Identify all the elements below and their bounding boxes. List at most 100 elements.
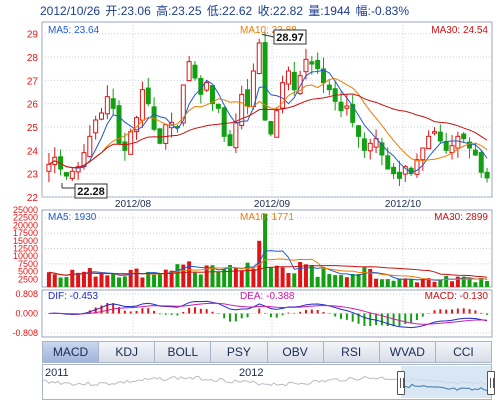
volume-bar [274,265,279,287]
volume-bar [450,281,455,287]
price-candle [344,105,350,109]
price-ma30-line [48,93,488,169]
price-candle [467,141,473,149]
price-candle [432,131,437,134]
tab-wvad[interactable]: WVAD [380,342,436,362]
volume-bar [485,281,490,287]
price-candle [356,125,362,137]
price-tick-label: 22 [27,193,39,204]
volume-bar [420,279,425,287]
volume-bar [339,275,344,287]
tab-rsi[interactable]: RSI [324,342,380,362]
price-candle [478,152,484,173]
max-price-flag: 28.97 [276,32,304,44]
price-candle [297,75,303,95]
volume-bar [122,276,127,287]
volume-bar [157,274,162,287]
price-candle [46,163,52,172]
volume-bar [81,271,86,287]
price-candle [426,135,432,150]
price-candle [204,82,210,91]
volume-bar [222,268,227,287]
price-candle [122,141,128,151]
navigator-left-handle[interactable] [397,371,405,395]
price-candle [309,61,315,65]
price-ma30-label: MA30: 24.54 [431,25,488,36]
tab-boll[interactable]: BOLL [155,342,212,362]
tab-macd[interactable]: MACD [43,342,100,362]
tab-cci[interactable]: CCI [453,345,474,359]
volume-bar [233,268,238,287]
tab-kdj[interactable]: KDJ [99,342,156,362]
volume-bar [315,276,320,287]
volume-bar [228,265,233,287]
quote-close: 收:22.82 [257,4,303,18]
volume-bar [239,270,244,287]
volume-bar [461,276,466,287]
price-candle [192,64,198,79]
volume-bar [93,276,98,287]
quote-date: 2012/10/26 [40,4,101,18]
price-candle [75,166,81,173]
stock-chart[interactable]: 29 28 27 26 25 24 23 22 2012/08 2012/09 2012/10 MA5… [0,0,502,342]
price-candle [87,135,93,158]
price-candle [116,105,122,144]
volume-bar [117,277,122,287]
volume-ma5-line [48,250,488,281]
navigator-selection[interactable] [401,366,491,398]
navigator-right-handle[interactable] [487,371,495,395]
volume-bar [76,272,81,287]
price-candle [233,121,239,149]
quote-low: 低:22.62 [206,4,253,18]
volume-bar [391,280,396,287]
price-tick-label: 25 [27,123,39,134]
volume-bar [432,281,437,287]
volume-ma5-label: MA5: 1930 [48,212,97,223]
volume-bar [58,277,63,287]
volume-bar [251,268,256,287]
volume-ma10-label: MA10: 1771 [240,212,294,223]
price-ma10-label: MA10: 23.88 [240,25,297,36]
volume-bar [309,265,314,287]
tab-psy[interactable]: PSY [211,342,268,362]
volume-bar [268,267,273,287]
macd-tick-label: 0.000 [15,309,38,319]
volume-bar [426,278,431,287]
min-price-flag: 22.28 [77,186,105,198]
macd-tick-label: 0.808 [15,289,38,299]
tab-obv[interactable]: OBV [268,342,324,362]
volume-bar [280,267,285,287]
macd-dea-line [48,302,488,325]
price-candle [69,170,75,179]
volume-bar [204,265,209,287]
volume-bar [263,213,268,287]
volume-tick-label: 10000 [13,251,38,261]
volume-bar [286,272,291,287]
volume-bar [181,264,186,287]
price-candle [139,89,145,121]
volume-bar [192,272,197,287]
volume-bar [146,271,151,287]
volume-bar [333,275,338,287]
price-candle [472,149,478,156]
quote-header: 2012/10/26 开:23.06 高:23.25 低:22.62 收:22.… [40,2,411,19]
price-candle [350,104,356,123]
volume-bar [163,269,168,287]
macd-dea-label: DEA: -0.388 [240,291,295,302]
volume-tick-label: 20000 [13,220,38,230]
quote-change: 幅:-0.83% [355,4,410,18]
range-navigator[interactable]: 2011 2012 [42,364,495,400]
volume-bar [379,279,384,287]
price-candle [99,112,104,120]
volume-ma30-label: MA30: 2899 [434,212,488,223]
navigator-year-2012: 2012 [239,367,264,379]
volume-bar [350,273,355,287]
price-candle [321,68,326,84]
price-candle [367,142,373,152]
quote-open: 开:23.06 [105,4,151,18]
volume-bar [368,268,373,287]
price-candle [110,98,116,109]
price-candle [379,142,385,156]
price-tick-label: 23 [27,170,39,181]
price-candle [326,84,332,91]
